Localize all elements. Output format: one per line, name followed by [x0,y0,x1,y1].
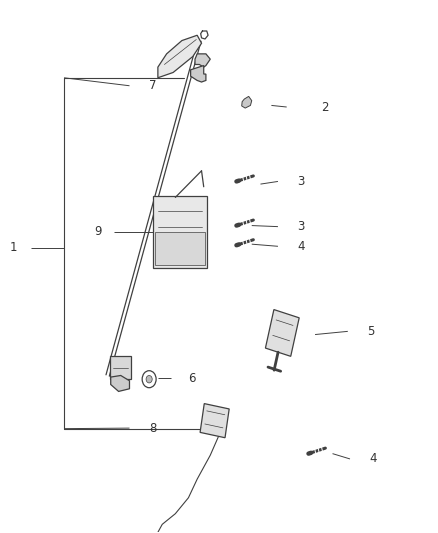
Text: 3: 3 [297,175,305,188]
Text: 3: 3 [297,220,305,233]
Text: 7: 7 [149,79,157,92]
Text: 4: 4 [297,240,305,253]
Text: 1: 1 [10,241,17,254]
Circle shape [142,370,156,387]
FancyBboxPatch shape [110,356,131,379]
FancyBboxPatch shape [155,232,205,265]
Text: 6: 6 [188,372,196,385]
Text: 5: 5 [367,325,375,338]
Text: 2: 2 [321,101,329,114]
Polygon shape [265,310,299,357]
Text: 8: 8 [149,422,156,434]
FancyBboxPatch shape [152,196,207,268]
Polygon shape [242,96,252,108]
Text: 9: 9 [95,225,102,238]
Polygon shape [191,66,206,82]
Circle shape [146,375,152,383]
Polygon shape [111,375,130,391]
Text: 4: 4 [370,453,377,465]
Polygon shape [158,35,201,78]
Polygon shape [195,54,210,67]
Polygon shape [200,403,229,438]
